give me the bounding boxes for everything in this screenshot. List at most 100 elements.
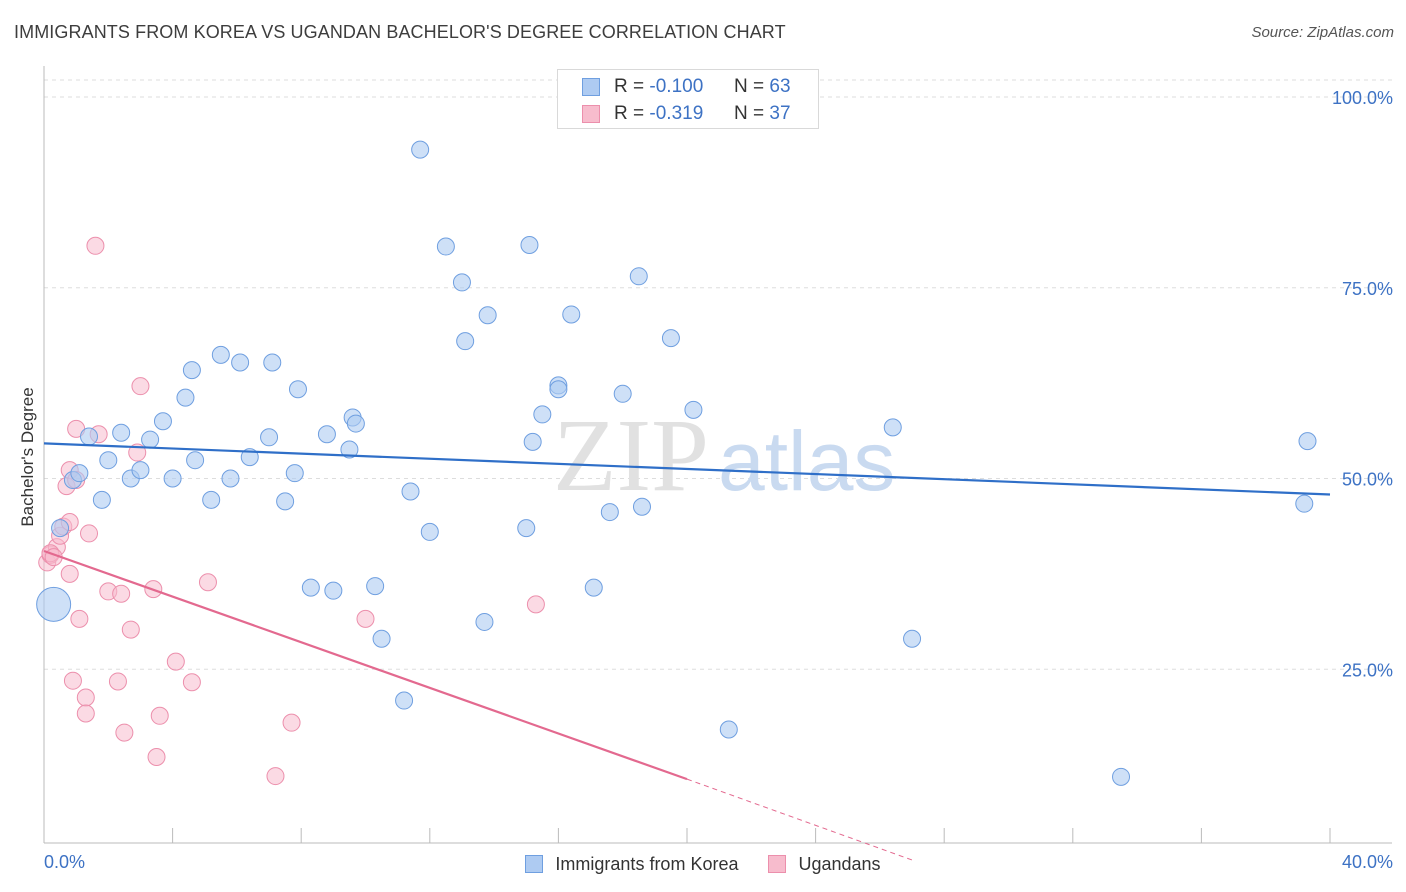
chart-title: IMMIGRANTS FROM KOREA VS UGANDAN BACHELO… [14,22,786,42]
n-value-uganda: 37 [769,103,791,124]
y-tick-label: 75.0% [1342,279,1393,299]
korea-point [301,578,320,597]
korea-point [523,432,542,451]
korea-point [456,332,475,351]
korea-point [395,691,414,710]
korea-point [141,430,160,449]
n-value-korea: 63 [769,76,791,97]
uganda-point [526,595,545,614]
y-tick-label: 50.0% [1342,470,1393,490]
korea-point [80,427,99,446]
korea-point [684,400,703,419]
watermark-atlas: atlas [718,414,895,508]
korea-point [317,425,336,444]
korea-point [549,380,568,399]
korea-point [186,451,205,470]
korea-point [436,237,455,256]
korea-point [260,428,279,447]
uganda-point [166,652,185,671]
grid-lines [44,79,1392,670]
uganda-point [131,377,150,396]
korea-point [883,418,902,437]
korea-points [36,140,1317,786]
korea-point [99,451,118,470]
korea-point [600,503,619,522]
uganda-point [80,524,99,543]
uganda-point [86,236,105,255]
korea-point [288,380,307,399]
uganda-trend-extension [686,778,913,861]
korea-swatch [582,78,600,96]
y-tick-label: 100.0% [1332,88,1393,108]
korea-point [475,612,494,631]
korea-point [211,345,230,364]
korea-point [163,469,182,488]
n-label: N = [734,103,765,124]
uganda-point [76,688,95,707]
korea-point [366,577,385,596]
korea-point [112,423,131,442]
r-value-uganda: -0.319 [649,103,704,124]
uganda-swatch [582,105,600,123]
uganda-point [70,609,89,628]
uganda-point [121,620,140,639]
uganda-point [147,747,166,766]
korea-point [51,519,70,538]
uganda-point [198,573,217,592]
korea-point [903,629,922,648]
uganda-point [108,672,127,691]
korea-point [221,469,240,488]
korea-point [92,490,111,509]
axes [43,66,1392,844]
korea-trend-line [43,442,1331,496]
korea-point-large [36,586,72,622]
uganda-point [115,723,134,742]
r-label: R = [614,103,645,124]
y-tick-label: 25.0% [1342,660,1393,680]
korea-point [629,267,648,286]
uganda-point [182,673,201,692]
legend-item-uganda[interactable]: Ugandans [768,854,881,875]
korea-point [240,448,259,467]
korea-point [478,306,497,325]
korea-point [661,329,680,348]
korea-point [1295,494,1314,513]
uganda-point [60,564,79,583]
korea-point [285,464,304,483]
korea-point [131,461,150,480]
korea-point [520,236,539,255]
uganda-legend-swatch [768,855,787,873]
korea-point [202,490,221,509]
x-tick-label-min: 0.0% [44,852,85,872]
uganda-point [282,713,301,732]
chart-source: Source: ZipAtlas.com [1251,24,1394,41]
korea-point [70,464,89,483]
korea-point [372,629,391,648]
stats-legend: R = -0.100 N = 63 R = -0.319 N = 37 [557,69,819,129]
uganda-point [76,704,95,723]
korea-point [263,353,282,372]
korea-point [176,388,195,407]
korea-point [562,305,581,324]
korea-point [153,412,172,431]
r-value-korea: -0.100 [649,76,704,97]
korea-point [276,492,295,511]
korea-point [182,361,201,380]
korea-point [584,578,603,597]
korea-point [324,581,343,600]
korea-point [533,405,552,424]
korea-point [632,497,651,516]
korea-point [1298,432,1317,451]
korea-point [340,440,359,459]
korea-point [719,720,738,739]
x-tick-label-max: 40.0% [1342,852,1393,872]
uganda-point [63,671,82,690]
legend-item-korea[interactable]: Immigrants from Korea [525,854,738,875]
uganda-point [266,767,285,786]
uganda-trend-line [43,549,688,781]
stats-row-korea: R = -0.100 N = 63 [582,76,791,98]
legend-label-korea: Immigrants from Korea [555,853,739,874]
series-legend: Immigrants from Korea Ugandans [0,850,1406,878]
korea-point [411,140,430,159]
